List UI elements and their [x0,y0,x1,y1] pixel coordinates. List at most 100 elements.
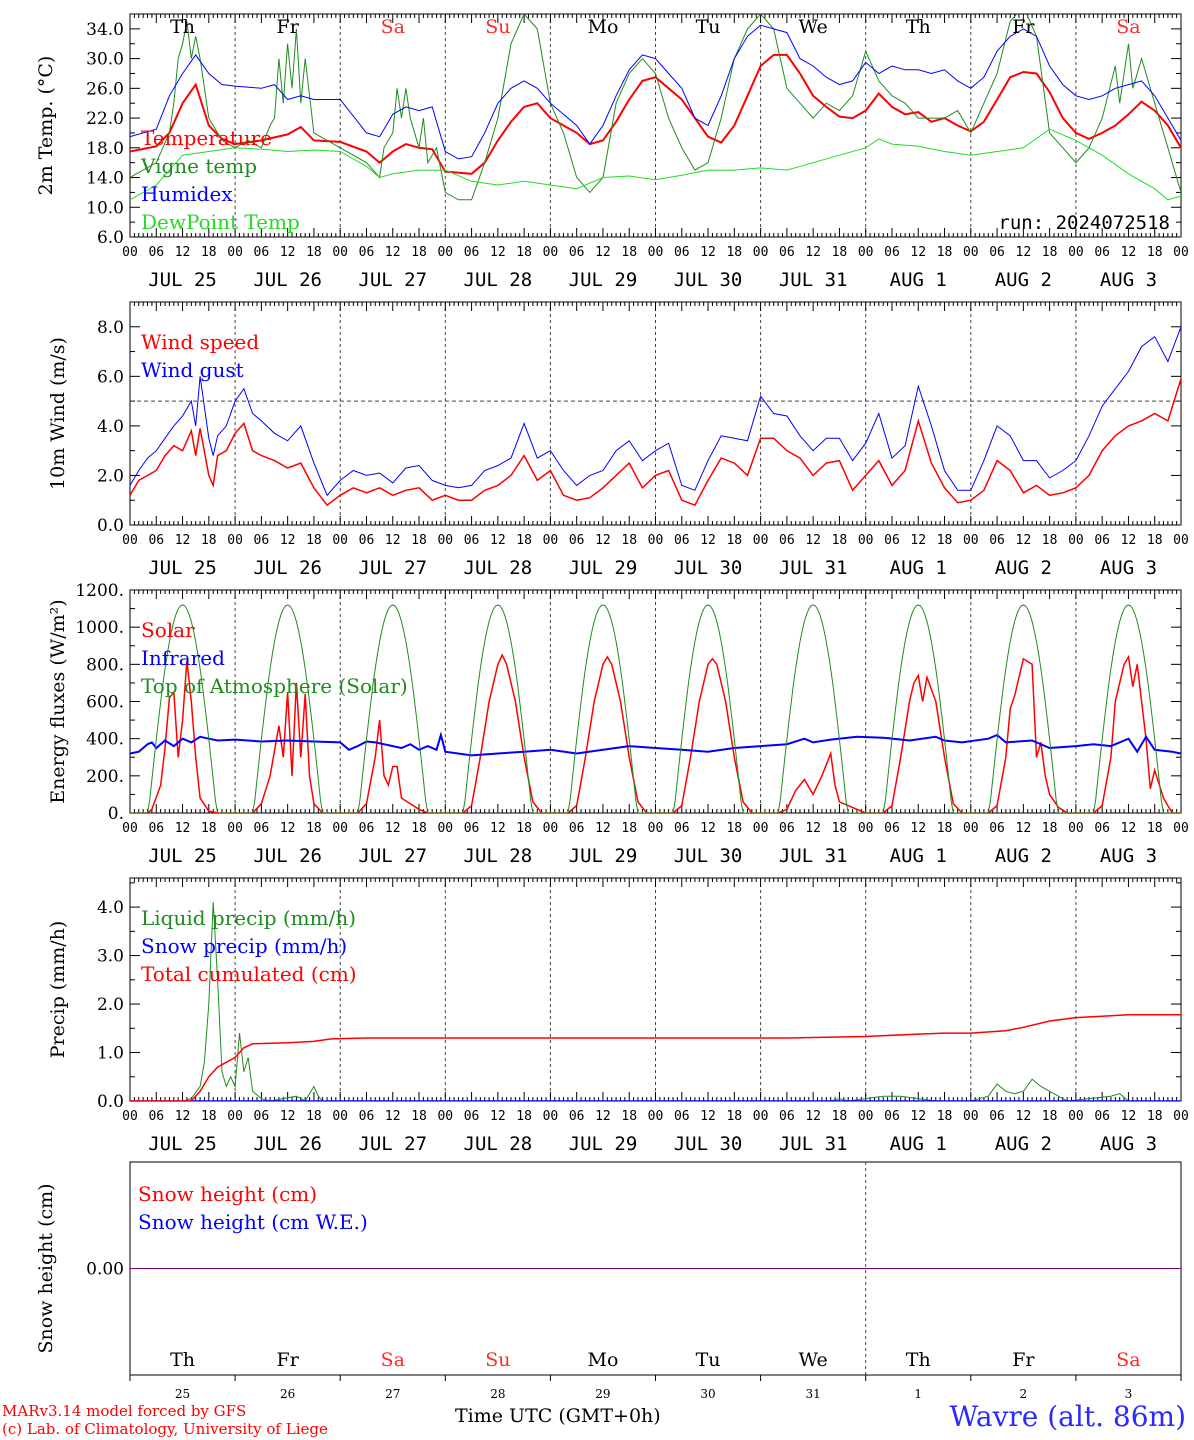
hour-label: 00 [1173,533,1189,548]
date-label: JUL 30 [674,557,743,579]
date-label: JUL 28 [464,1133,533,1155]
date-label: JUL 30 [674,1133,743,1155]
y-tick-label: 8.0 [97,318,124,338]
hour-label: 06 [1094,1109,1110,1124]
y-tick-label: 0.00 [86,1260,124,1280]
hour-label: 00 [227,533,243,548]
hour-label: 18 [621,821,637,836]
credit-line-1: MARv3.14 model forced by GFS [2,1402,247,1420]
weekday-label: Sa [1116,1349,1140,1371]
hour-label: 00 [648,821,664,836]
hour-label: 06 [569,533,585,548]
hour-label: 06 [359,1109,375,1124]
hour-label: 12 [910,245,926,260]
hour-label: 18 [1042,1109,1058,1124]
hour-label: 06 [254,1109,270,1124]
day-number-label: 2 [1020,1387,1028,1401]
weekday-label: Fr [1012,16,1035,38]
date-label: AUG 2 [995,269,1052,291]
hour-label: 00 [858,245,874,260]
date-label: JUL 27 [358,1133,427,1155]
panel-1: 00 06 12 18 00 06 12 18 00 06 12 18 00 06 12 18 00 06 12 18… [35,13,1189,291]
hour-label: 00 [1068,245,1084,260]
hour-label: 12 [280,533,296,548]
series-line-solar [130,653,1181,813]
legend-entry: Liquid precip (mm/h) [141,906,356,930]
hour-label: 00 [963,821,979,836]
hour-label: 18 [411,533,427,548]
legend-entry: Vigne temp [140,154,257,178]
hour-label: 00 [753,821,769,836]
panel-2: 00 06 12 18 00 06 12 18 00 06 12 18 00 06 12 18 00 06 12 18… [47,301,1189,579]
hour-label: 00 [332,1109,348,1124]
hour-label: 12 [700,533,716,548]
hour-label: 18 [726,1109,742,1124]
run-annotation: run: 2024072518 [998,212,1170,234]
hour-label: 06 [569,1109,585,1124]
hour-label: 12 [280,245,296,260]
hour-label: 06 [989,533,1005,548]
hour-label: 00 [543,821,559,836]
hour-label: 18 [306,533,322,548]
y-tick-label: 0.0 [97,516,124,536]
hour-label: 06 [254,245,270,260]
hour-label: 18 [832,821,848,836]
hour-label: 00 [648,533,664,548]
hour-label: 00 [437,245,453,260]
hour-label: 18 [832,245,848,260]
legend-entry: Wind speed [141,330,259,354]
y-tick-label: 34.0 [86,20,124,40]
y-axis-label: Energy fluxes (W/m²) [47,599,69,803]
hour-label: 00 [332,245,348,260]
hour-label: 18 [937,1109,953,1124]
hour-label: 18 [306,245,322,260]
date-label: AUG 2 [995,557,1052,579]
date-label: JUL 31 [779,845,848,867]
hour-label: 18 [1147,821,1163,836]
legend-entry: Top of Atmosphere (Solar) [141,674,408,698]
hour-label: 18 [1147,245,1163,260]
hour-label: 00 [1173,1109,1189,1124]
hour-label: 18 [621,533,637,548]
y-tick-label: 6.0 [97,228,124,248]
hour-label: 18 [516,1109,532,1124]
site-label: Wavre (alt. 86m) [949,1400,1186,1433]
hour-label: 06 [674,533,690,548]
hour-label: 00 [543,1109,559,1124]
hour-label: 18 [832,533,848,548]
hour-label: 12 [805,533,821,548]
weekday-label: Fr [277,1349,300,1371]
date-label: AUG 3 [1100,557,1157,579]
hour-label: 18 [411,1109,427,1124]
hour-label: 12 [1016,821,1032,836]
day-number-label: 1 [914,1387,922,1401]
hour-label: 12 [385,1109,401,1124]
hour-label: 18 [726,533,742,548]
date-label: JUL 29 [569,269,638,291]
hour-label: 00 [543,533,559,548]
weekday-label: Sa [1116,16,1140,38]
hour-label: 18 [1147,533,1163,548]
hour-label: 18 [937,533,953,548]
hour-label: 12 [700,1109,716,1124]
hour-label: 00 [227,1109,243,1124]
y-tick-label: 2.0 [97,466,124,486]
hour-label: 00 [753,245,769,260]
hour-label: 06 [674,1109,690,1124]
hour-label: 00 [122,1109,138,1124]
y-tick-label: 1.0 [97,1044,124,1064]
hour-label: 12 [700,245,716,260]
hour-label: 06 [779,533,795,548]
date-label: JUL 31 [779,269,848,291]
legend-entry: Wind gust [141,358,244,382]
date-label: JUL 27 [358,557,427,579]
hour-label: 12 [385,821,401,836]
weekday-label: Mo [587,1349,618,1371]
series-line-infrared [130,731,1181,757]
series-line-humidex [130,24,1181,160]
hour-label: 18 [201,533,217,548]
hour-label: 18 [516,245,532,260]
hour-label: 00 [437,533,453,548]
hour-label: 18 [832,1109,848,1124]
hour-label: 12 [385,245,401,260]
